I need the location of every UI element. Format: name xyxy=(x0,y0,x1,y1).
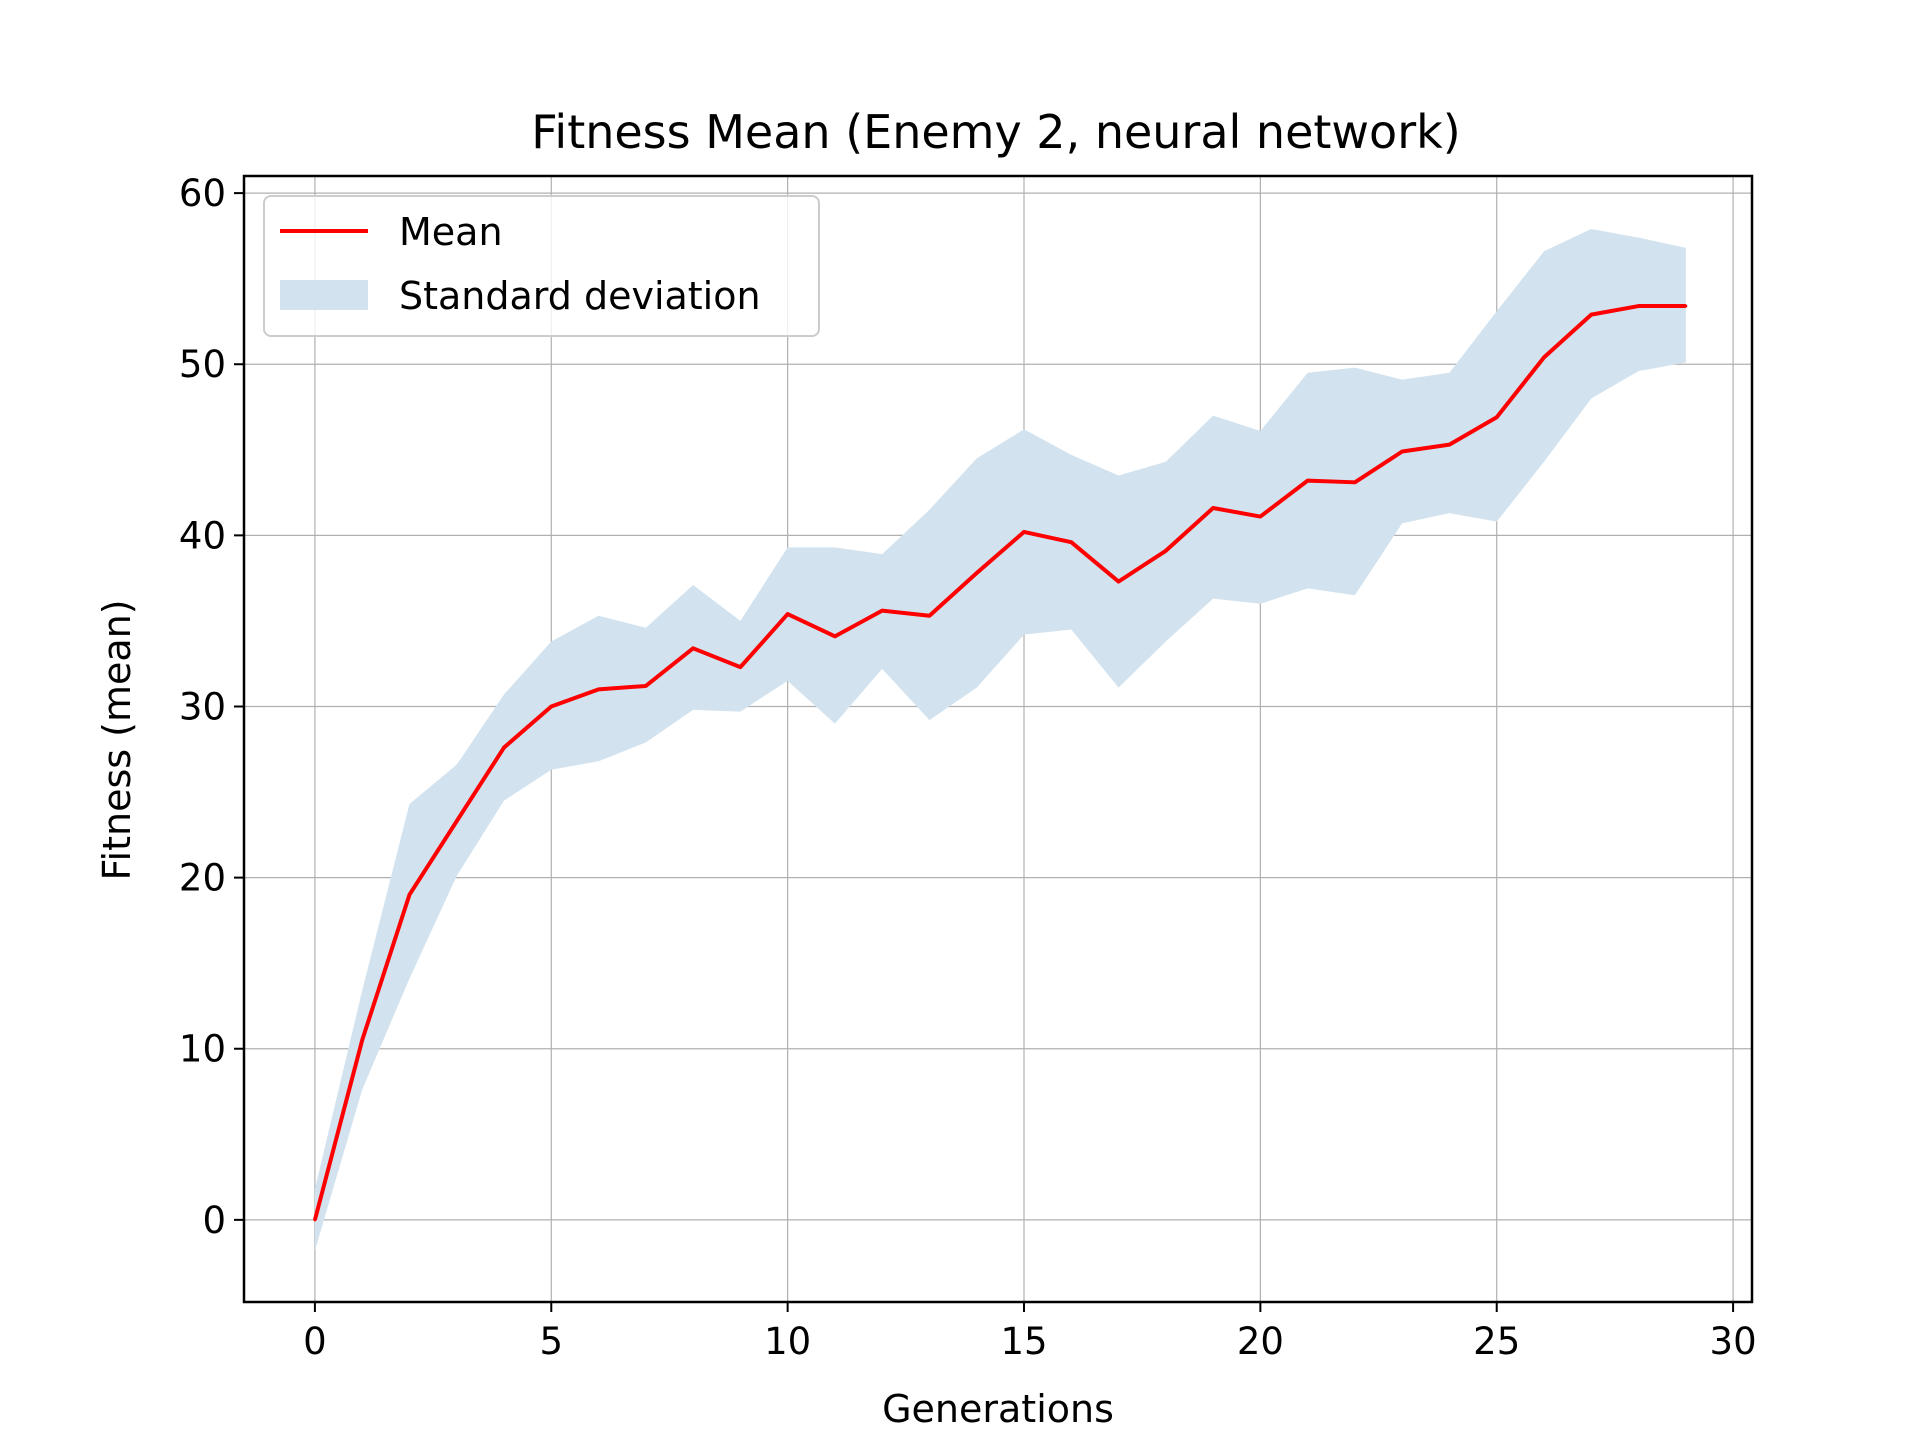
mean-point xyxy=(1212,506,1215,509)
mean-point xyxy=(1684,305,1687,308)
mean-point xyxy=(1023,530,1026,533)
x-tick-label: 15 xyxy=(1000,1320,1047,1363)
legend: Mean Standard deviation xyxy=(264,196,819,336)
legend-mean-label: Mean xyxy=(399,210,503,254)
y-tick-label: 10 xyxy=(179,1028,226,1071)
mean-point xyxy=(1543,356,1546,359)
y-tick-label: 50 xyxy=(179,343,226,386)
mean-point xyxy=(1353,481,1356,484)
mean-point xyxy=(361,1039,364,1042)
mean-point xyxy=(597,688,600,691)
chart-title: Fitness Mean (Enemy 2, neural network) xyxy=(531,105,1460,159)
mean-point xyxy=(550,705,553,708)
mean-point xyxy=(1401,450,1404,453)
mean-point xyxy=(644,684,647,687)
mean-point xyxy=(692,647,695,650)
mean-point xyxy=(739,666,742,669)
mean-point xyxy=(1117,580,1120,583)
mean-point xyxy=(1495,416,1498,419)
x-tick-label: 25 xyxy=(1473,1320,1520,1363)
x-tick-label: 5 xyxy=(539,1320,563,1363)
mean-point xyxy=(1070,541,1073,544)
y-tick-label: 40 xyxy=(179,514,226,557)
legend-std-swatch xyxy=(280,280,368,310)
mean-point xyxy=(313,1218,316,1221)
mean-point xyxy=(1448,443,1451,446)
mean-point xyxy=(1164,549,1167,552)
y-tick-label: 20 xyxy=(179,857,226,900)
mean-point xyxy=(881,609,884,612)
mean-point xyxy=(833,635,836,638)
y-axis-label: Fitness (mean) xyxy=(95,599,139,880)
mean-point xyxy=(1590,313,1593,316)
mean-point xyxy=(975,572,978,575)
mean-point xyxy=(1306,479,1309,482)
mean-point xyxy=(1259,515,1262,518)
x-tick-label: 30 xyxy=(1710,1320,1757,1363)
y-tick-label: 60 xyxy=(179,172,226,215)
legend-std-label: Standard deviation xyxy=(399,274,761,318)
y-tick-label: 0 xyxy=(202,1199,226,1242)
mean-point xyxy=(928,614,931,617)
mean-point xyxy=(786,613,789,616)
mean-point xyxy=(455,820,458,823)
x-tick-label: 10 xyxy=(764,1320,811,1363)
mean-point xyxy=(503,746,506,749)
y-tick-label: 30 xyxy=(179,685,226,728)
x-axis-label: Generations xyxy=(882,1387,1114,1431)
x-tick-label: 20 xyxy=(1237,1320,1284,1363)
mean-point xyxy=(1637,305,1640,308)
x-tick-label: 0 xyxy=(303,1320,327,1363)
mean-point xyxy=(408,893,411,896)
